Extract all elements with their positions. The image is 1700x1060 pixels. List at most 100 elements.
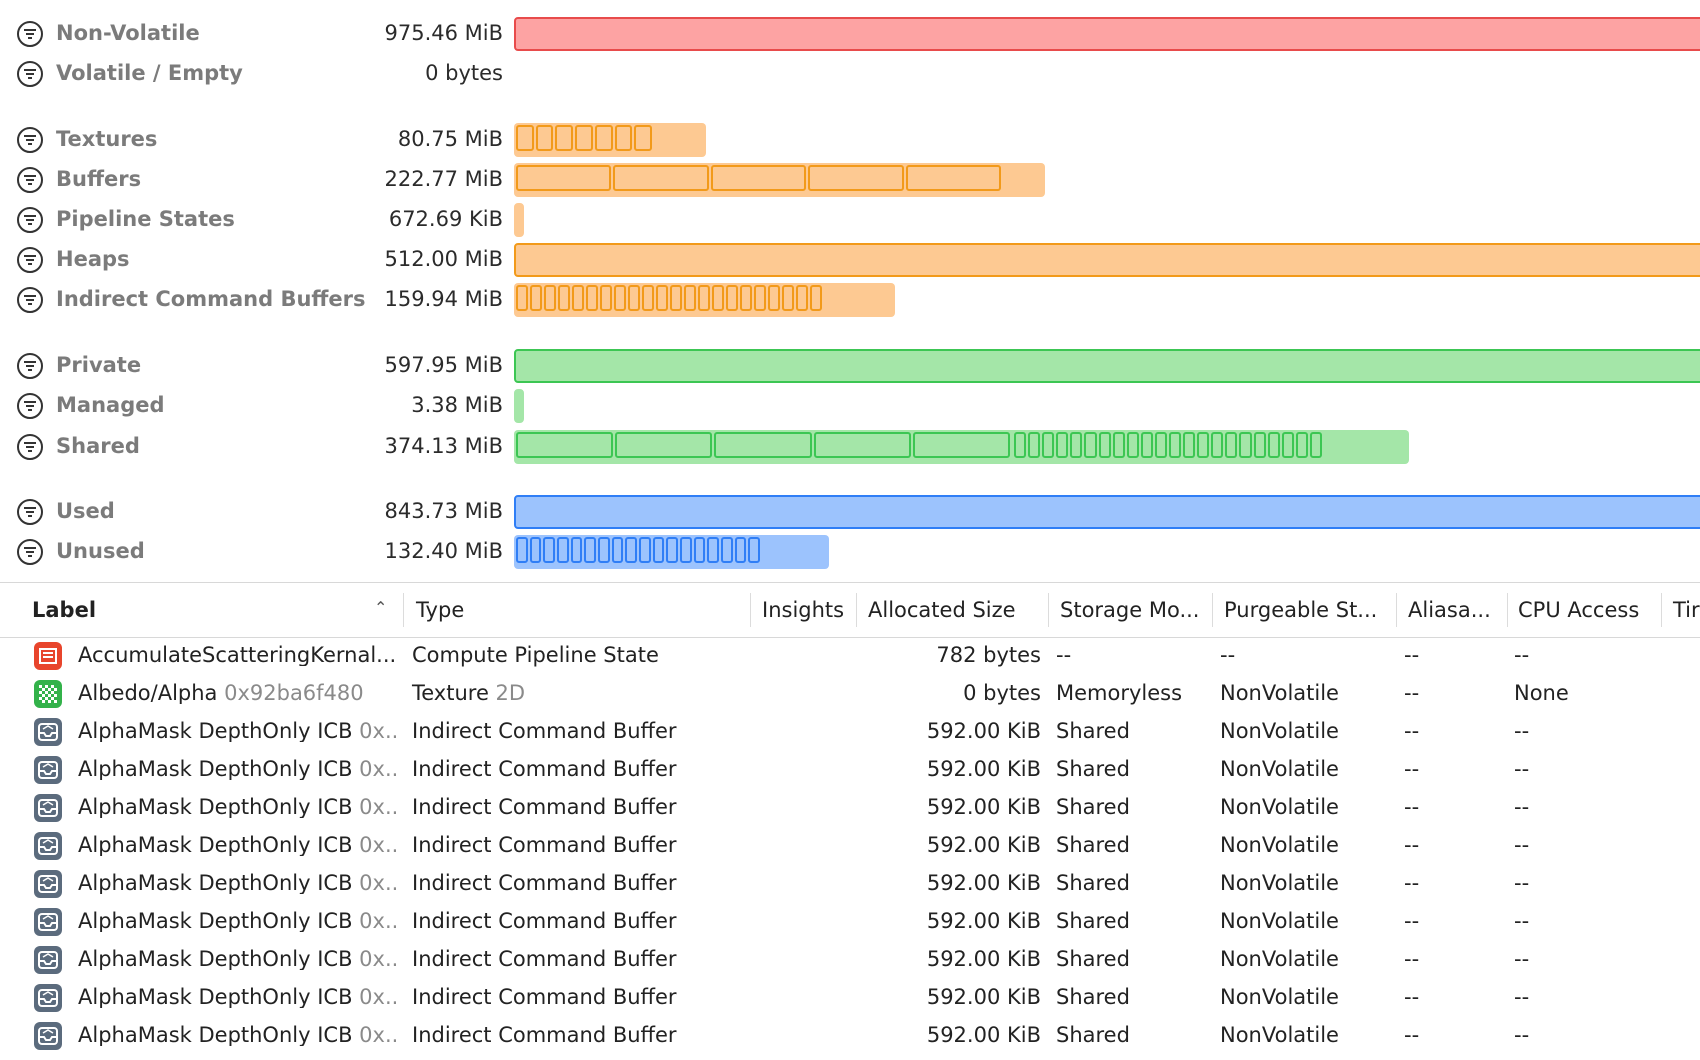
address: 0x... — [359, 1025, 396, 1046]
column-header[interactable]: Type — [416, 598, 465, 622]
category-size: 3.38 MiB — [411, 393, 503, 417]
resource-icon — [33, 983, 63, 1013]
filter-icon[interactable] — [16, 433, 44, 461]
type-cell: Compute Pipeline State — [412, 645, 659, 666]
storage-cell: Shared — [1056, 833, 1130, 857]
label-cell[interactable]: AlphaMask DepthOnly ICB 0x... — [78, 873, 396, 894]
label-text: Albedo/Alpha — [78, 683, 218, 704]
segment — [712, 285, 724, 311]
bar — [514, 389, 524, 423]
filter-icon[interactable] — [16, 166, 44, 194]
segment — [680, 537, 692, 563]
filter-icon[interactable] — [16, 206, 44, 234]
type-text: Indirect Command Buffer — [412, 871, 677, 895]
filter-glyph — [17, 207, 43, 233]
aliasable-cell: -- — [1404, 947, 1420, 971]
segment — [555, 125, 574, 151]
type-cell: Indirect Command Buffer — [412, 987, 677, 1008]
cpu-access-cell: -- — [1514, 947, 1530, 971]
label-cell[interactable]: AlphaMask DepthOnly ICB 0x... — [78, 911, 396, 932]
label-cell[interactable]: AlphaMask DepthOnly ICB 0x... — [78, 1025, 396, 1046]
segment — [1267, 432, 1280, 458]
label-cell[interactable]: AlphaMask DepthOnly ICB 0x... — [78, 721, 396, 742]
filter-icon[interactable] — [16, 246, 44, 274]
icon-glyph — [34, 794, 62, 822]
segment — [714, 432, 812, 458]
filter-glyph — [17, 247, 43, 273]
column-header[interactable]: Purgeable St... — [1224, 598, 1378, 622]
segment — [808, 165, 904, 191]
segment — [1183, 432, 1196, 458]
storage-cell: Shared — [1056, 1023, 1130, 1047]
address: 0x... — [359, 873, 396, 894]
type-cell: Indirect Command Buffer — [412, 721, 677, 742]
filter-icon[interactable] — [16, 392, 44, 420]
column-header[interactable]: Tir — [1673, 598, 1700, 622]
label-cell[interactable]: AlphaMask DepthOnly ICB 0x... — [78, 949, 396, 970]
category-size: 843.73 MiB — [384, 499, 503, 523]
resource-icon — [33, 717, 63, 747]
label-cell[interactable]: AlphaMask DepthOnly ICB 0x... — [78, 797, 396, 818]
purgeable-cell: NonVolatile — [1220, 757, 1339, 781]
resource-icon — [33, 755, 63, 785]
category-label: Indirect Command Buffers — [56, 287, 366, 311]
aliasable-cell: -- — [1404, 1023, 1420, 1047]
filter-icon[interactable] — [16, 60, 44, 88]
segment — [905, 165, 1001, 191]
segment — [544, 285, 556, 311]
purgeable-cell: NonVolatile — [1220, 871, 1339, 895]
aliasable-cell: -- — [1404, 795, 1420, 819]
label-cell[interactable]: AccumulateScatteringKernal... — [78, 645, 396, 666]
label-cell[interactable]: AlphaMask DepthOnly ICB 0x... — [78, 759, 396, 780]
label-text: AlphaMask DepthOnly ICB — [78, 721, 353, 742]
segment — [1126, 432, 1139, 458]
column-header[interactable]: Storage Mo... — [1060, 598, 1200, 622]
filter-icon[interactable] — [16, 20, 44, 48]
label-cell[interactable]: AlphaMask DepthOnly ICB 0x... — [78, 835, 396, 856]
resource-icon — [33, 869, 63, 899]
column-header[interactable]: Allocated Size — [868, 598, 1016, 622]
cpu-access-cell: -- — [1514, 833, 1530, 857]
filter-icon[interactable] — [16, 286, 44, 314]
filter-icon[interactable] — [16, 538, 44, 566]
filter-icon[interactable] — [16, 498, 44, 526]
segment — [1028, 432, 1041, 458]
purgeable-cell: NonVolatile — [1220, 795, 1339, 819]
segment — [642, 285, 654, 311]
segment — [740, 285, 752, 311]
filter-glyph — [17, 127, 43, 153]
subtype: 2D — [488, 681, 526, 705]
filter-icon[interactable] — [16, 352, 44, 380]
segment — [1140, 432, 1153, 458]
bar — [514, 430, 1409, 464]
sort-indicator[interactable]: ⌃ — [374, 598, 388, 617]
label-text: AlphaMask DepthOnly ICB — [78, 911, 353, 932]
label-text: AlphaMask DepthOnly ICB — [78, 873, 353, 894]
label-cell[interactable]: Albedo/Alpha 0x92ba6f480 — [78, 683, 396, 704]
storage-cell: Shared — [1056, 985, 1130, 1009]
segment — [575, 125, 593, 151]
segment — [1056, 432, 1069, 458]
segment — [810, 285, 822, 311]
filter-glyph — [17, 21, 43, 47]
address: 0x... — [359, 721, 396, 742]
category-label: Managed — [56, 393, 165, 417]
size-cell: 592.00 KiB — [926, 871, 1041, 895]
filter-icon[interactable] — [16, 126, 44, 154]
column-header[interactable]: CPU Access — [1518, 598, 1640, 622]
category-size: 512.00 MiB — [384, 247, 503, 271]
size-cell: 592.00 KiB — [926, 1023, 1041, 1047]
bar — [514, 283, 895, 317]
icon-glyph — [34, 832, 62, 860]
segment — [529, 537, 542, 563]
icon-glyph — [34, 642, 62, 670]
column-header[interactable]: Aliasa... — [1408, 598, 1491, 622]
category-size: 975.46 MiB — [384, 21, 503, 45]
category-label: Volatile / Empty — [56, 61, 243, 85]
segment — [1281, 432, 1294, 458]
column-header[interactable]: Label — [32, 598, 97, 622]
resource-icon — [33, 1021, 63, 1051]
label-cell[interactable]: AlphaMask DepthOnly ICB 0x... — [78, 987, 396, 1008]
column-header[interactable]: Insights — [762, 598, 845, 622]
